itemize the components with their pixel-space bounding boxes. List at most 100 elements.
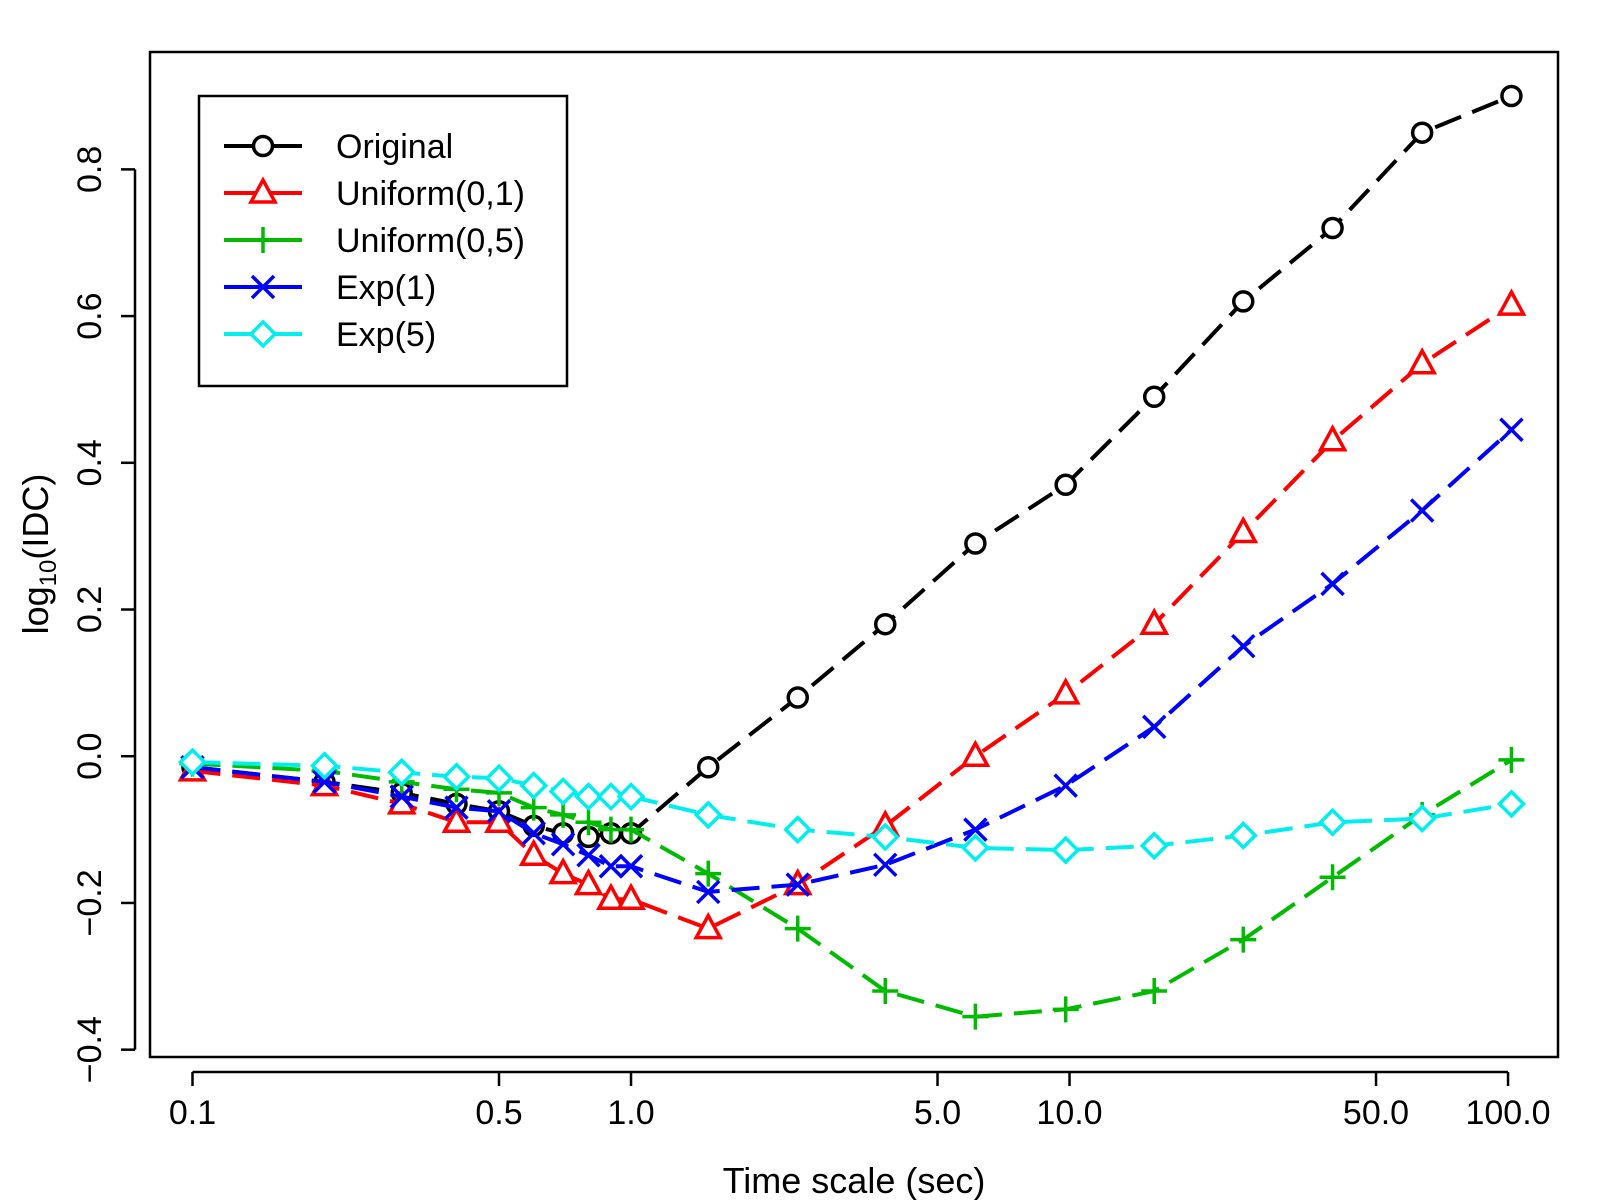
marker-triangle (441, 805, 472, 834)
y-tick-label: 0.6 (71, 292, 109, 339)
marker-triangle (1317, 424, 1348, 452)
marker-diamond (1407, 804, 1437, 834)
marker-x (598, 854, 624, 879)
marker-circle (874, 612, 897, 636)
marker-triangle (1496, 288, 1527, 316)
x-tick-label: 100.0 (1465, 1094, 1550, 1132)
series-line (192, 94, 1513, 839)
marker-x (1499, 417, 1524, 443)
x-axis-label: Time scale (sec) (723, 1160, 986, 1200)
y-axis-label-quantity: (IDC) (15, 474, 56, 560)
marker-diamond (1496, 789, 1526, 819)
plot-frame (148, 50, 1560, 1059)
y-axis-label-log: log (15, 586, 56, 634)
marker-circle (1410, 121, 1434, 144)
y-axis-label-subscript: 10 (35, 560, 62, 587)
marker-triangle (1050, 677, 1081, 705)
marker-diamond (548, 776, 578, 806)
marker-plus (1141, 977, 1168, 1004)
marker-diamond (960, 833, 990, 863)
legend-label: Uniform(0,1) (336, 175, 525, 213)
marker-plus (550, 801, 577, 828)
marker-x (1141, 714, 1167, 740)
y-tick-label: −0.2 (71, 869, 109, 936)
marker-diamond (1228, 820, 1258, 850)
series-line (192, 760, 1512, 853)
y-tick-label: 0.0 (71, 733, 109, 780)
marker-x (389, 784, 414, 809)
marker-diamond (484, 763, 514, 793)
marker-circle (1142, 385, 1166, 409)
marker-diamond (1139, 831, 1169, 861)
marker-x (695, 879, 721, 905)
x-tick-label: 10.0 (1036, 1094, 1102, 1132)
series-line (192, 303, 1513, 931)
marker-plus (695, 860, 722, 887)
series-uniform-0-1 (177, 288, 1527, 940)
legend-label: Uniform(0,5) (336, 222, 525, 260)
marker-x (1320, 571, 1345, 597)
marker-x (873, 852, 898, 878)
marker-diamond (783, 815, 813, 845)
marker-x (576, 843, 601, 868)
marker-diamond (693, 800, 723, 830)
marker-plus (250, 227, 276, 253)
marker-plus (872, 977, 899, 1004)
marker-diamond (1051, 835, 1081, 865)
series-exp-1 (180, 417, 1524, 905)
marker-x (444, 795, 469, 820)
marker-plus (1052, 996, 1079, 1023)
legend-label: Exp(1) (336, 269, 436, 307)
marker-plus (962, 1003, 989, 1030)
marker-circle (251, 134, 275, 158)
marker-triangle (548, 856, 579, 885)
series-layer (177, 84, 1527, 1030)
marker-triangle (518, 838, 549, 867)
marker-x (1053, 773, 1078, 798)
marker-x (486, 799, 512, 824)
x-tick-label: 50.0 (1343, 1094, 1409, 1132)
marker-diamond (616, 782, 646, 812)
series-line (192, 428, 1513, 894)
series-exp-5 (178, 747, 1526, 865)
marker-plus (784, 915, 811, 942)
marker-diamond (519, 771, 549, 801)
marker-triangle (595, 882, 626, 911)
marker-x (1231, 633, 1256, 659)
marker-x (550, 832, 576, 857)
marker-x (785, 872, 810, 897)
marker-triangle (248, 176, 278, 204)
y-axis-label: log10(IDC) (15, 474, 62, 635)
marker-diamond (870, 822, 900, 852)
marker-plus (1498, 746, 1525, 773)
marker-triangle (1139, 607, 1170, 635)
marker-plus (575, 809, 602, 836)
x-tick-label: 0.5 (475, 1094, 522, 1132)
marker-circle (1500, 84, 1523, 108)
marker-triangle (1228, 515, 1259, 544)
x-tick-label: 0.1 (169, 1094, 216, 1132)
y-tick-label: 0.4 (71, 439, 109, 486)
legend: Original Uniform(0,1) Uniform(0,5) Exp(1) Ex… (197, 94, 569, 388)
marker-x (250, 274, 276, 300)
x-tick-label: 1.0 (607, 1094, 654, 1132)
marker-circle (786, 686, 809, 709)
marker-triangle (616, 882, 646, 911)
y-tick-label: 0.8 (71, 146, 109, 193)
marker-triangle (960, 739, 991, 767)
marker-plus (618, 816, 645, 843)
marker-diamond (574, 782, 603, 812)
marker-circle (964, 532, 987, 555)
marker-x (312, 769, 337, 795)
marker-diamond (442, 762, 471, 792)
marker-plus (1230, 926, 1257, 953)
marker-circle (1054, 473, 1077, 497)
marker-triangle (484, 805, 514, 834)
marker-x (521, 821, 546, 846)
marker-diamond (178, 747, 207, 777)
marker-diamond (1318, 807, 1348, 837)
axes: 0.1 0.5 1.0 5.0 10.0 50.0 100.0 −0.4 −0.2 0.0 0.2 0… (71, 146, 1551, 1132)
x-tick-label: 5.0 (914, 1094, 961, 1132)
legend-label: Original (336, 128, 453, 166)
